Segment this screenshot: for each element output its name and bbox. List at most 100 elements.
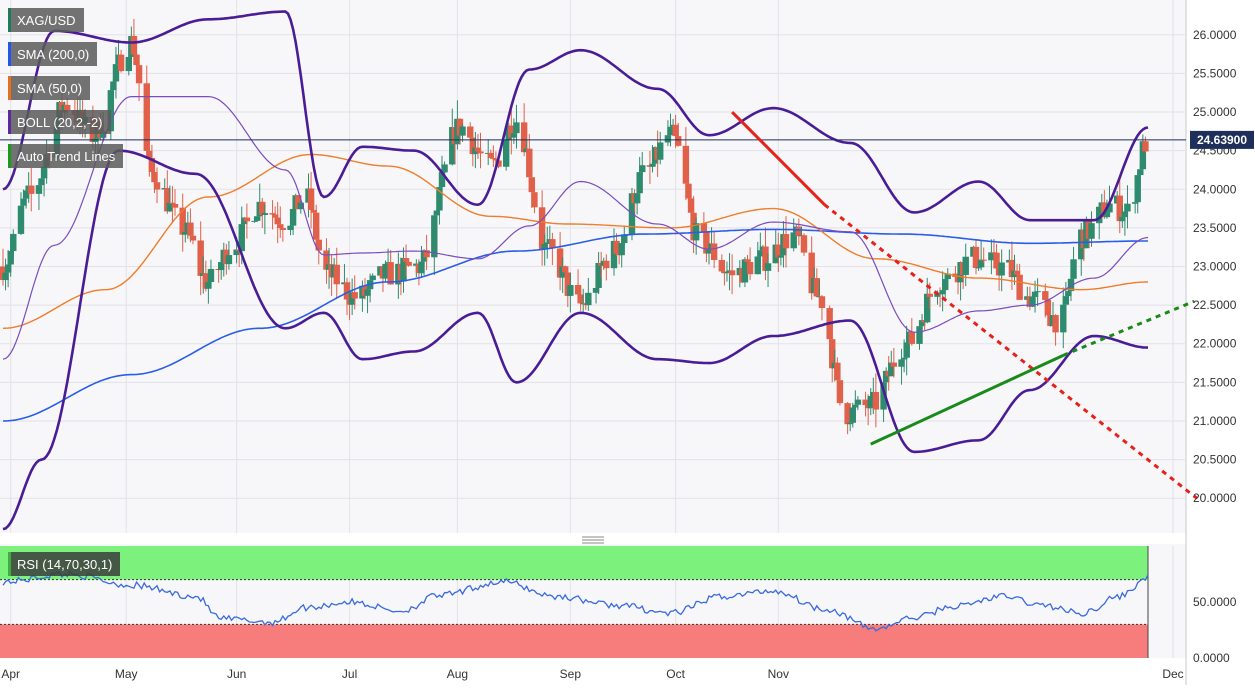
candle-body: [880, 382, 887, 410]
candle-body: [723, 272, 731, 274]
candle-body: [146, 150, 153, 158]
candle-body: [117, 54, 125, 72]
candle-body: [438, 172, 446, 188]
candle-body: [400, 258, 407, 282]
candle-body: [189, 235, 197, 241]
legend-item-sma200[interactable]: SMA (200,0): [8, 42, 98, 66]
rsi-oversold-zone: [0, 624, 1148, 658]
candle-body: [369, 275, 376, 281]
bollinger-upper-line: [2, 10, 1149, 222]
candle-body: [574, 285, 582, 295]
legend-item-bollinger[interactable]: BOLL (20,2,-2): [8, 110, 111, 134]
legend-item-rsi[interactable]: RSI (14,70,30,1): [8, 552, 121, 576]
candle-body: [867, 396, 874, 409]
y-tick-label: 20.0000: [1193, 491, 1237, 505]
candle-body: [1116, 195, 1123, 222]
x-axis: Apr May Jun Jul Aug Sep Oct Nov Dec: [1, 667, 1183, 681]
candle-body: [143, 83, 150, 151]
pane-resize-handle[interactable]: [582, 536, 604, 544]
candle-body: [1096, 206, 1103, 224]
legend-item-symbol[interactable]: XAG/USD: [8, 8, 84, 32]
candle-body: [313, 212, 320, 240]
candle-body: [17, 205, 25, 234]
candle-body: [924, 293, 931, 323]
candle-body: [775, 244, 782, 258]
y-axis: 26.000025.500025.000024.500024.000023.50…: [1193, 28, 1237, 665]
candle-body: [20, 198, 27, 206]
candle-body: [1034, 291, 1041, 293]
candle-body: [1042, 291, 1049, 300]
candle-body: [1029, 296, 1036, 307]
candle-body: [495, 160, 502, 167]
rsi-series-line: [2, 570, 1149, 632]
candle-body: [364, 289, 371, 296]
candle-body: [567, 285, 574, 296]
candle-body: [544, 242, 551, 244]
legend-item-trend-lines[interactable]: Auto Trend Lines: [8, 144, 124, 168]
candle-body: [253, 216, 261, 221]
candle-body: [657, 142, 664, 160]
candle-body: [423, 250, 430, 258]
candle-body: [1052, 315, 1059, 333]
candle-body: [431, 215, 438, 258]
candle-body: [520, 122, 528, 153]
x-tick-label: Jul: [342, 667, 357, 681]
candle-body: [908, 331, 916, 344]
candle-body: [1065, 291, 1072, 297]
candle-body: [782, 234, 790, 249]
x-tick-label: Jun: [227, 667, 246, 681]
candle-body: [508, 125, 515, 138]
candle-body: [562, 266, 569, 273]
legend-label: Auto Trend Lines: [17, 148, 116, 164]
candle-body: [939, 290, 946, 295]
candle-body: [1134, 175, 1141, 203]
candle-body: [99, 131, 107, 138]
candle-body: [531, 192, 538, 208]
x-tick-label: Aug: [447, 667, 468, 681]
candle-body: [1131, 202, 1139, 204]
candle-body: [166, 202, 174, 212]
candle-body: [746, 262, 754, 275]
candle-body: [474, 147, 482, 152]
trend-line-down-solid: [731, 110, 826, 206]
candle-body: [513, 122, 520, 134]
candle-body: [528, 177, 536, 193]
legend-item-sma50[interactable]: SMA (50,0): [8, 76, 91, 100]
candle-body: [441, 164, 448, 173]
candle-body: [22, 190, 30, 199]
candle-body: [197, 240, 204, 276]
candle-body: [243, 217, 251, 222]
candle-body: [836, 380, 844, 404]
rsi-overbought-zone: [0, 546, 1148, 580]
candle-body: [382, 263, 389, 279]
candle-body: [1088, 223, 1095, 239]
candle-body: [405, 261, 412, 266]
candle-body: [1121, 211, 1129, 218]
candle-body: [852, 404, 859, 408]
candle-body: [271, 214, 279, 218]
candle-body: [633, 193, 641, 204]
x-tick-label: Nov: [768, 667, 789, 681]
candle-body: [63, 104, 71, 111]
candle-body: [125, 56, 132, 72]
candle-body: [274, 217, 281, 225]
candle-body: [882, 370, 890, 383]
candle-body: [975, 267, 982, 269]
trend-line-up-projection: [1062, 299, 1195, 357]
candle-body: [315, 239, 322, 251]
candle-body: [790, 232, 797, 249]
x-tick-label: Sep: [560, 667, 582, 681]
candle-body: [744, 259, 751, 263]
y-tick-label: 23.0000: [1193, 260, 1237, 274]
candle-body: [107, 90, 115, 132]
last-price-tag: 24.63900: [1190, 130, 1254, 149]
candle-body: [834, 362, 841, 381]
rsi-line: [2, 570, 1149, 632]
candle-body: [169, 202, 176, 205]
candle-body: [988, 252, 995, 261]
sma200-line: [2, 228, 1148, 422]
candle-body: [477, 151, 484, 154]
candle-body: [110, 81, 117, 91]
candle-body: [846, 422, 854, 425]
